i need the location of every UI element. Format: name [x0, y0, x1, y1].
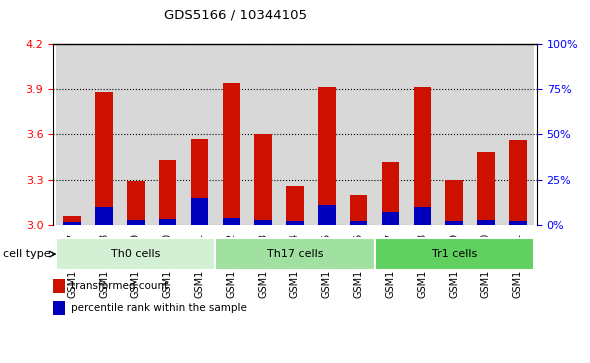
Bar [159, 160, 176, 225]
Bar [509, 220, 526, 225]
Bar [382, 212, 399, 225]
Bar [414, 207, 431, 225]
Bar [477, 152, 495, 225]
Bar [445, 180, 463, 225]
Bar [127, 181, 145, 225]
Bar [95, 92, 113, 225]
Bar [311, 44, 343, 225]
Bar [477, 220, 495, 225]
FancyBboxPatch shape [375, 238, 534, 270]
Bar [279, 44, 311, 225]
Bar [127, 220, 145, 225]
Bar [350, 221, 368, 225]
Bar [350, 195, 368, 225]
FancyBboxPatch shape [56, 238, 215, 270]
Bar [191, 198, 208, 225]
Bar [247, 44, 279, 225]
Bar [159, 219, 176, 225]
Bar [152, 44, 183, 225]
Text: transformed count: transformed count [71, 281, 169, 291]
Text: percentile rank within the sample: percentile rank within the sample [71, 303, 247, 313]
Bar [120, 44, 152, 225]
Text: Th17 cells: Th17 cells [267, 249, 323, 259]
Bar [53, 280, 65, 293]
Bar [95, 207, 113, 225]
FancyBboxPatch shape [215, 238, 375, 270]
Bar [286, 186, 304, 225]
Bar [64, 216, 81, 225]
Bar [183, 44, 215, 225]
Bar [375, 44, 407, 225]
Bar [191, 139, 208, 225]
Bar [222, 218, 240, 225]
Bar [502, 44, 534, 225]
Bar [382, 162, 399, 225]
Bar [407, 44, 438, 225]
Bar [254, 134, 272, 225]
Bar [318, 205, 336, 225]
Bar [470, 44, 502, 225]
Bar [215, 44, 247, 225]
Bar [88, 44, 120, 225]
Bar [318, 87, 336, 225]
Bar [254, 220, 272, 225]
Bar [64, 222, 81, 225]
Bar [343, 44, 375, 225]
Bar [53, 301, 65, 315]
Bar [414, 87, 431, 225]
Bar [445, 220, 463, 225]
Text: Tr1 cells: Tr1 cells [431, 249, 477, 259]
Bar [56, 44, 88, 225]
Bar [509, 140, 526, 225]
Bar [222, 83, 240, 225]
Bar [286, 220, 304, 225]
Text: Th0 cells: Th0 cells [111, 249, 160, 259]
Text: cell type: cell type [3, 249, 51, 259]
Bar [438, 44, 470, 225]
Text: GDS5166 / 10344105: GDS5166 / 10344105 [165, 9, 307, 22]
